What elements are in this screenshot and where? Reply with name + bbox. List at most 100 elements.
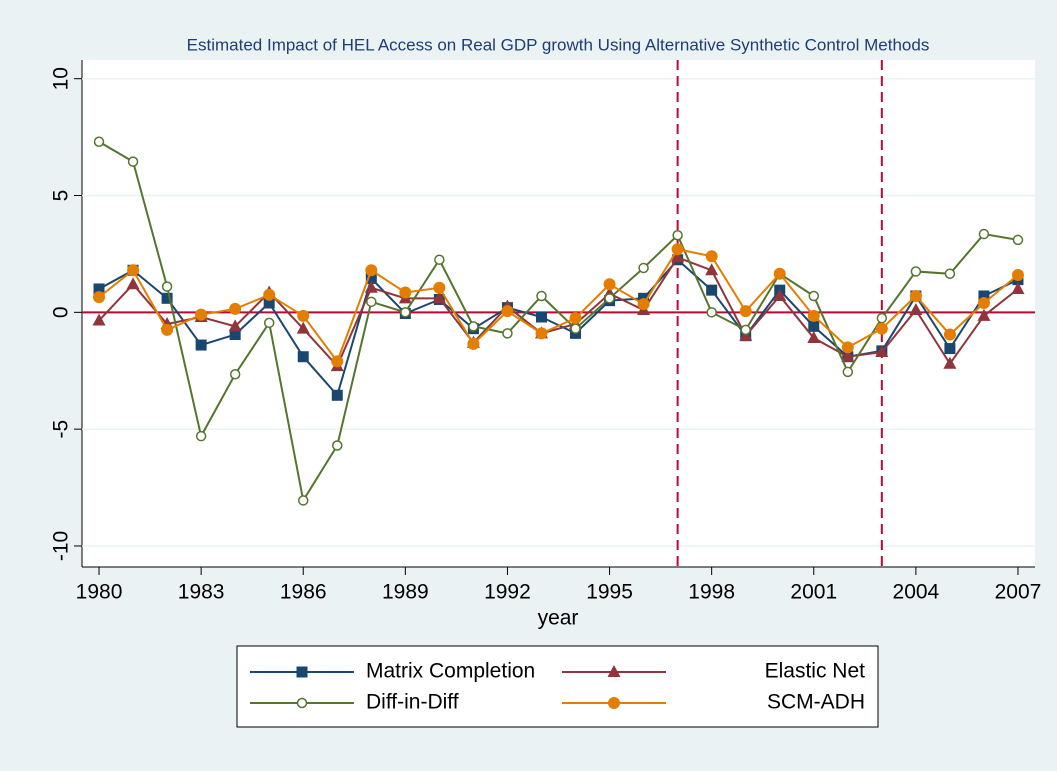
data-point: [672, 229, 683, 241]
data-point: [434, 254, 445, 266]
data-point: [977, 308, 991, 321]
data-point: [297, 309, 310, 322]
legend-marker: [296, 697, 308, 709]
data-point: [127, 156, 139, 167]
data-point: [604, 293, 615, 304]
data-point: [808, 290, 820, 302]
data-point: [433, 281, 446, 294]
x-tick-label: 1983: [178, 581, 225, 604]
data-point: [671, 250, 685, 263]
data-point: [296, 321, 310, 334]
data-point: [944, 268, 956, 280]
data-point: [228, 319, 242, 332]
x-tick-label: 1980: [76, 581, 123, 604]
series-line: [98, 140, 1019, 504]
legend-label: Matrix Completion: [366, 660, 535, 683]
data-point: [910, 266, 922, 277]
data-point: [875, 345, 889, 358]
data-point: [161, 281, 173, 292]
x-tick-label: 2007: [995, 581, 1042, 604]
data-point: [297, 495, 309, 506]
data-point: [807, 331, 821, 344]
data-point: [364, 280, 378, 293]
data-point: [93, 136, 105, 148]
data-point: [603, 278, 616, 291]
series-line: [98, 248, 1019, 364]
data-point: [195, 339, 207, 351]
data-point: [739, 305, 752, 318]
x-tick-label: 1998: [688, 581, 735, 604]
data-point: [943, 356, 957, 369]
data-point: [229, 302, 242, 315]
data-point: [229, 329, 241, 341]
data-point: [705, 250, 718, 263]
x-tick-label: 1995: [586, 581, 633, 604]
data-point: [195, 430, 207, 442]
data-point: [808, 320, 820, 332]
x-axis-label: year: [538, 607, 579, 630]
data-point: [161, 323, 174, 336]
data-point: [263, 288, 276, 301]
data-point: [977, 296, 990, 309]
y-tick-label: -5: [50, 420, 73, 439]
data-point: [740, 324, 751, 336]
data-point: [638, 262, 649, 274]
chart-title: Estimated Impact of HEL Access on Real G…: [187, 35, 930, 54]
data-point: [535, 327, 548, 340]
data-point: [93, 291, 106, 304]
data-point: [569, 312, 582, 325]
x-tick-label: 1992: [484, 581, 531, 604]
data-point: [93, 283, 105, 295]
data-point: [841, 349, 855, 362]
data-point: [773, 288, 787, 301]
data-point: [671, 243, 684, 256]
data-point: [263, 317, 275, 329]
legend-marker: [296, 666, 308, 678]
data-point: [978, 290, 990, 302]
data-point: [978, 228, 990, 240]
data-point: [1012, 234, 1024, 246]
data-point: [297, 351, 309, 363]
data-point: [331, 355, 344, 368]
data-point: [944, 343, 956, 355]
data-point: [400, 307, 411, 318]
data-point: [467, 337, 480, 350]
data-point: [92, 313, 106, 326]
data-point: [706, 284, 718, 296]
data-point: [773, 267, 786, 280]
data-point: [127, 264, 140, 277]
data-point: [399, 286, 412, 299]
data-point: [637, 298, 650, 311]
y-tick-label: 5: [50, 190, 73, 202]
data-point: [365, 272, 377, 284]
x-tick-label: 2004: [893, 581, 940, 604]
data-point: [705, 263, 719, 276]
data-point: [502, 328, 513, 339]
data-point: [126, 277, 140, 290]
data-point: [468, 321, 479, 332]
y-tick-label: -10: [50, 531, 73, 561]
x-tick-label: 1986: [280, 581, 327, 604]
legend-marker: [608, 697, 620, 709]
data-point: [195, 308, 208, 321]
x-tick-label: 1989: [382, 581, 429, 604]
data-point: [876, 312, 888, 324]
legend-label: SCM-ADH: [767, 691, 865, 714]
data-point: [875, 322, 888, 335]
data-point: [432, 291, 446, 304]
data-point: [161, 292, 173, 304]
data-point: [501, 305, 514, 318]
legend-marker: [607, 665, 621, 677]
data-point: [332, 440, 343, 451]
data-point: [943, 328, 956, 341]
legend: [236, 645, 879, 728]
data-point: [535, 311, 547, 323]
legend-label: Diff-in-Diff: [366, 691, 459, 714]
data-point: [229, 368, 241, 380]
data-point: [841, 341, 854, 354]
data-point: [706, 307, 717, 318]
series-line: [98, 256, 1019, 368]
x-tick-label: 2001: [790, 581, 837, 604]
data-point: [331, 389, 343, 401]
